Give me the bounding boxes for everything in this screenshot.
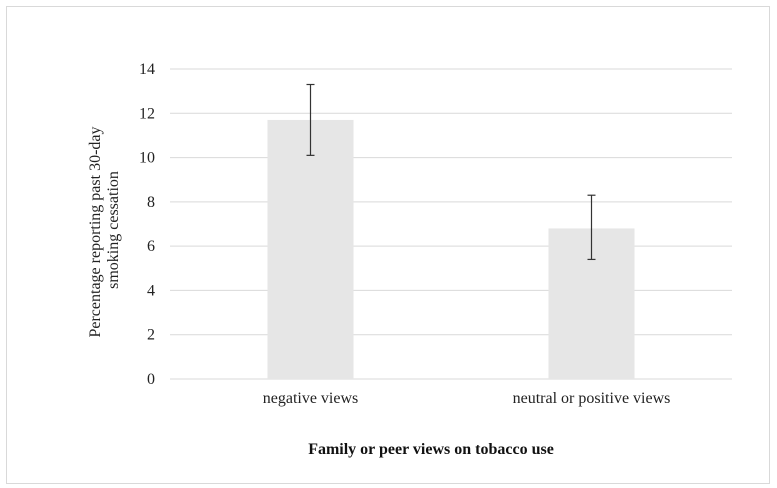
y-axis-label-line-2: smoking cessation [105,171,122,289]
bars [267,119,635,379]
y-tick-label: 6 [147,238,155,255]
x-axis-label: Family or peer views on tobacco use [308,441,554,458]
y-axis-label-line-1: Percentage reporting past 30-day [87,126,104,337]
gridlines [170,68,732,380]
category-labels: negative views neutral or positive views [263,390,671,407]
y-tick-label: 10 [139,150,155,167]
y-tick-label: 12 [139,105,155,122]
y-axis-label: Percentage reporting past 30-day smoking… [87,122,122,337]
y-tick-label: 0 [147,371,155,388]
y-tick-label: 8 [147,194,155,211]
error-bar [587,194,596,261]
bar [267,119,354,379]
category-label: neutral or positive views [513,390,671,407]
y-tick-label: 2 [147,327,155,344]
y-tick-labels: 0 2 4 6 8 10 12 14 [139,61,155,388]
chart-frame [6,6,770,484]
category-label: negative views [263,390,359,407]
y-tick-label: 14 [139,61,155,78]
error-bars [306,83,596,261]
y-tick-label: 4 [147,282,155,299]
error-bar [306,83,315,156]
